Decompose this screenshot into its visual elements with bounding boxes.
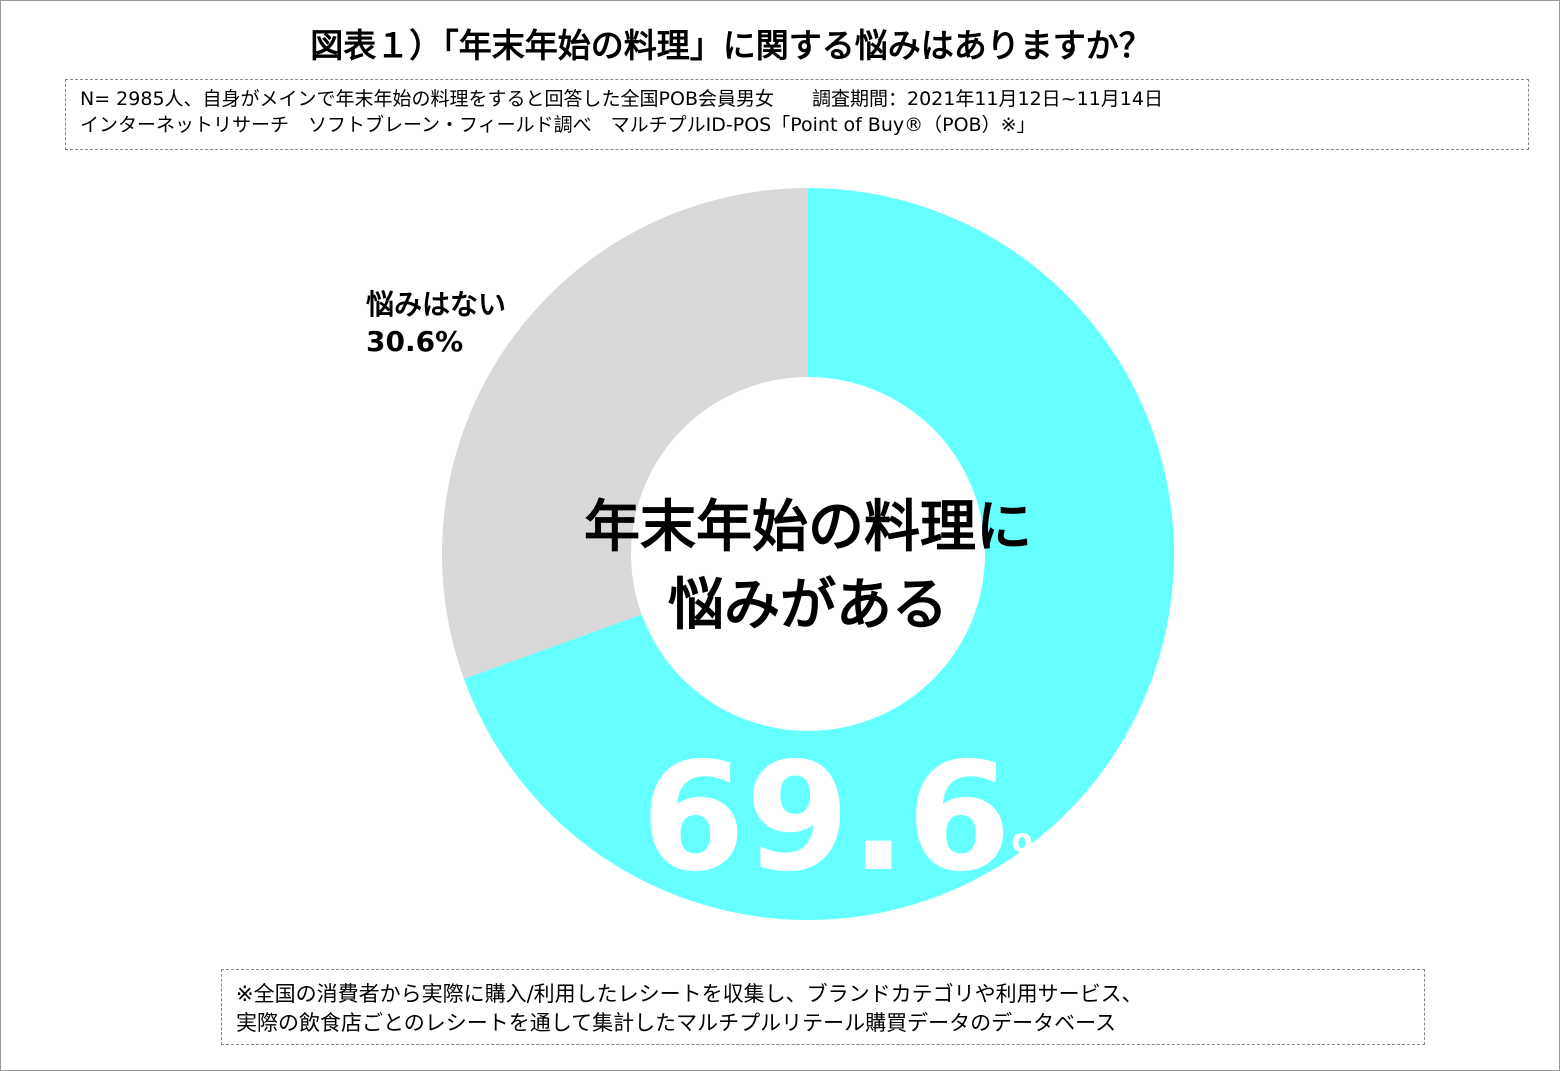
slice-label: 悩みはない — [366, 288, 507, 321]
value-label: 30.6% — [366, 325, 464, 358]
value-label: 69.6% — [641, 731, 1060, 905]
subtitle-line: N= 2985人、自身がメインで年末年始の料理をすると回答した全国POB会員男女… — [80, 88, 1163, 110]
subtitle-line: インターネットリサーチ ソフトブレーン・フィールド調べ マルチプルID-POS「… — [80, 114, 1036, 136]
slice — [442, 188, 808, 679]
footnote-line: ※全国の消費者から実際に購入/利用したレシートを収集し、ブランドカテゴリや利用サ… — [236, 982, 1143, 1006]
footnote-box: ※全国の消費者から実際に購入/利用したレシートを収集し、ブランドカテゴリや利用サ… — [221, 969, 1425, 1045]
slice — [463, 187, 1174, 920]
footnote-line: 実際の飲食店ごとのレシートを通して集計したマルチプルリテール購買データのデータベ… — [236, 1011, 1117, 1035]
chart-title: 図表１）「年末年始の料理」に関する悩みはありますか？ — [310, 26, 1152, 65]
info-box: N= 2985人、自身がメインで年末年始の料理をすると回答した全国POB会員男女… — [65, 79, 1529, 150]
slice-label: 年末年始の料理に 悩みがある — [584, 495, 1032, 638]
